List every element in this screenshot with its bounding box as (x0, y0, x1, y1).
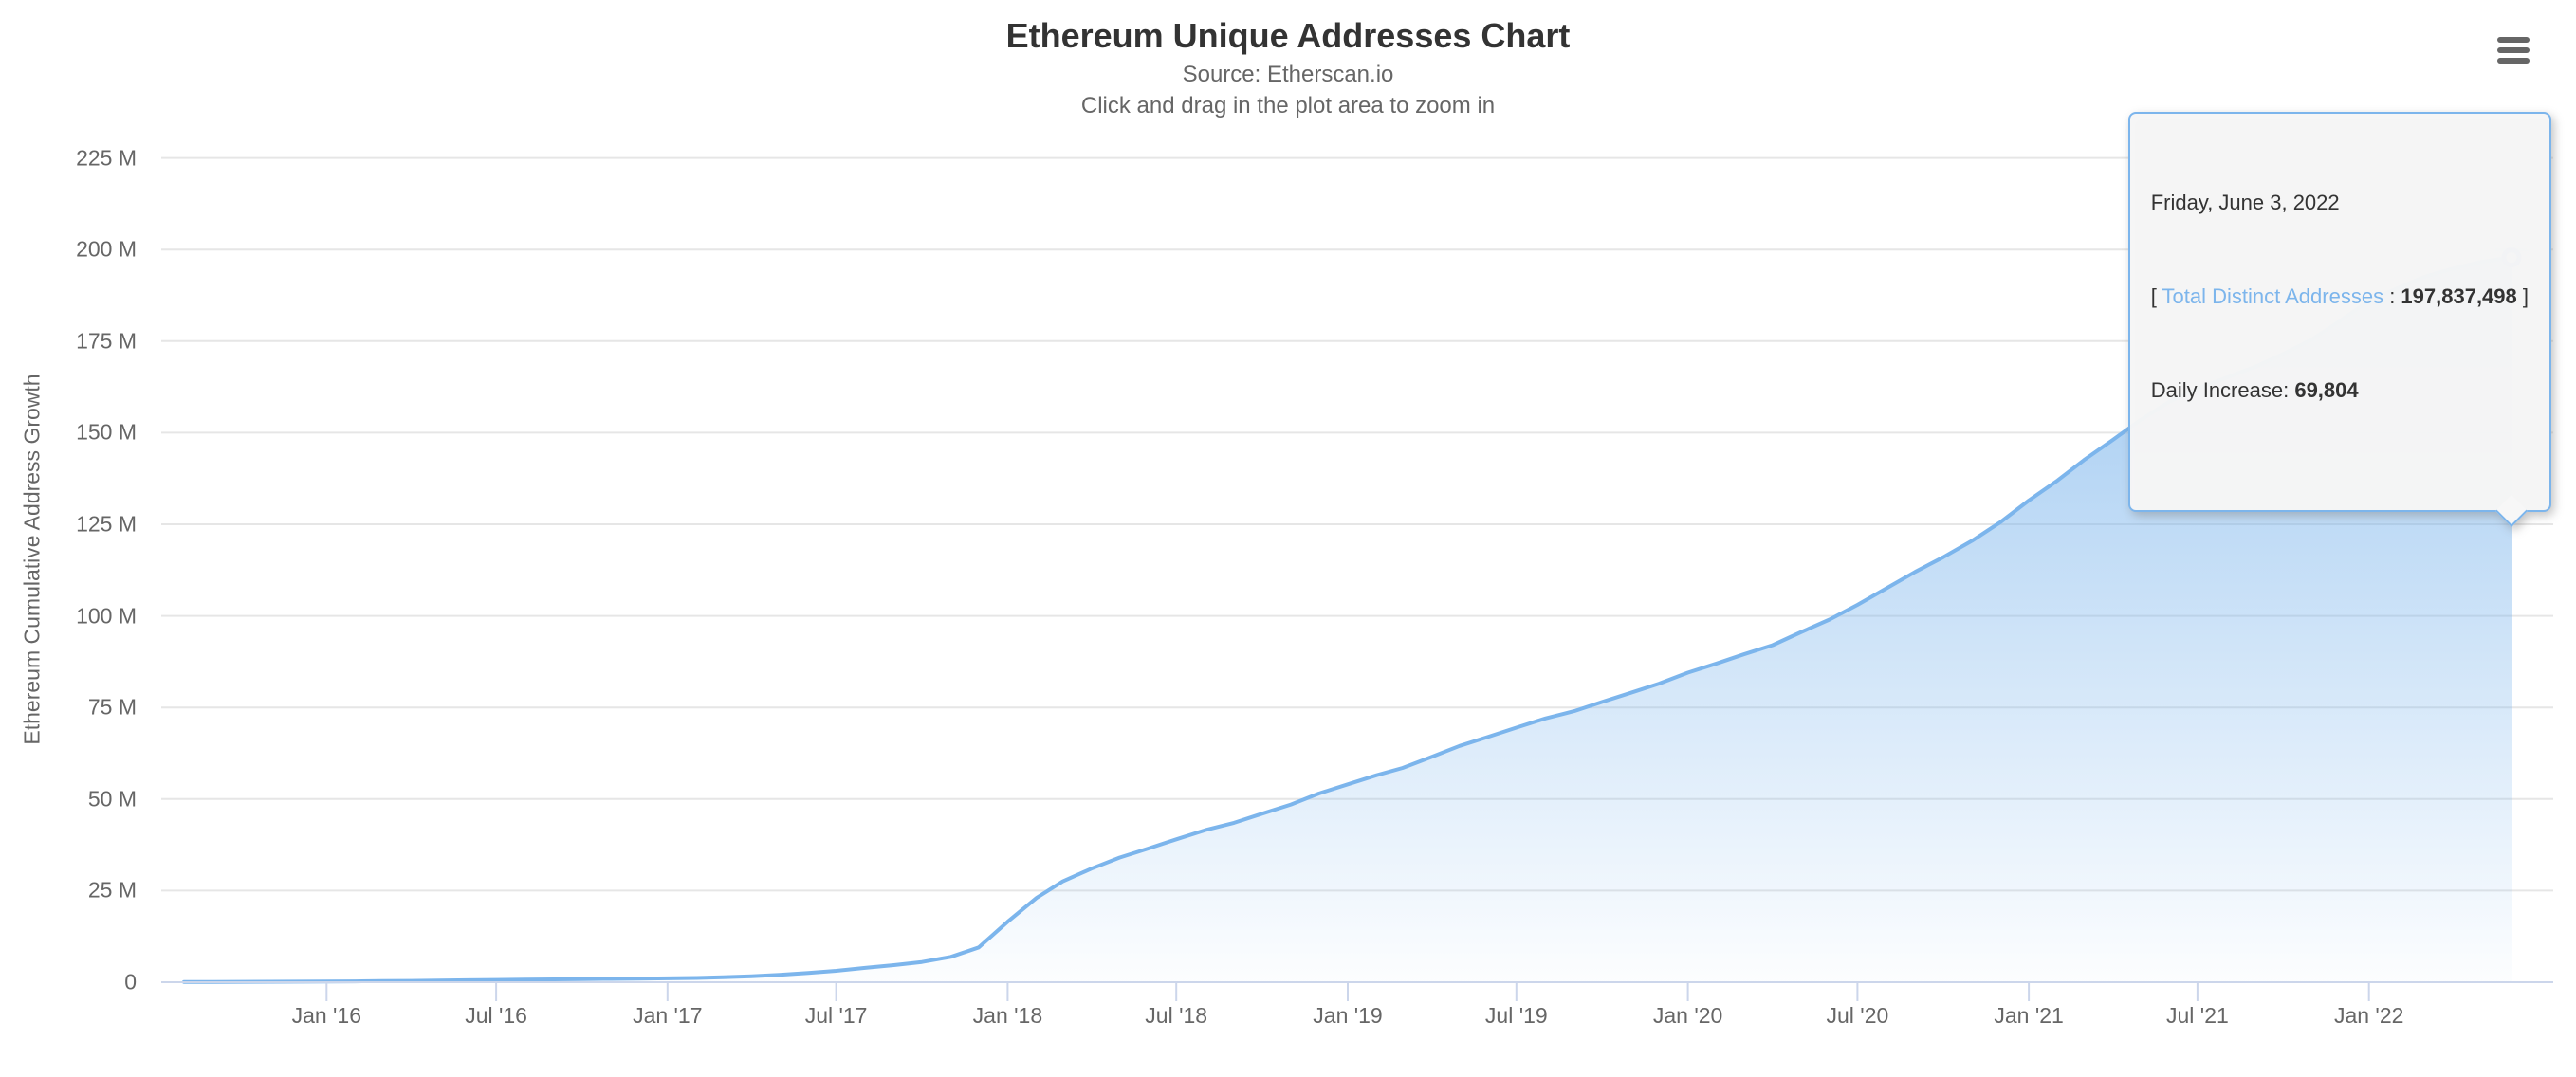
y-axis-label-0: 0 (124, 969, 137, 995)
chart-tooltip: Friday, June 3, 2022 [ Total Distinct Ad… (2127, 112, 2551, 527)
tooltip-date: Friday, June 3, 2022 (2150, 191, 2340, 214)
chart-context-menu-button[interactable] (2497, 37, 2530, 64)
tooltip-daily-value: 69,804 (2294, 378, 2359, 402)
x-axis-label-jul19: Jul '19 (1484, 1003, 1548, 1028)
y-axis-label-225m: 225 M (76, 145, 137, 171)
x-axis-label-jul18: Jul '18 (1145, 1003, 1208, 1028)
tooltip-total-value: 197,837,498 (2401, 284, 2517, 308)
x-axis-label-jan21: Jan '21 (1994, 1003, 2064, 1028)
x-axis-label-jul20: Jul '20 (1826, 1003, 1889, 1028)
area-series-fill (184, 257, 2512, 983)
y-axis-title: Ethereum Cumulative Address Growth (19, 374, 45, 745)
y-axis-label-125m: 125 M (76, 511, 137, 537)
area-series-line (182, 255, 2513, 984)
hamburger-icon (2497, 37, 2530, 64)
x-axis-label-jan19: Jan '19 (1313, 1003, 1383, 1028)
tooltip-open-bracket: [ (2150, 284, 2162, 308)
tooltip-daily-label: Daily Increase: (2150, 378, 2295, 402)
y-axis-label-150m: 150 M (76, 419, 137, 445)
x-axis-label-jul16: Jul '16 (465, 1003, 527, 1028)
y-axis-label-75m: 75 M (87, 694, 137, 720)
tooltip-close-bracket: ] (2516, 284, 2529, 308)
x-axis-label-jul21: Jul '21 (2166, 1003, 2229, 1028)
tooltip-series-label: Total Distinct Addresses (2162, 284, 2384, 308)
x-axis-label-jan17: Jan '17 (633, 1003, 703, 1028)
y-axis-label-50m: 50 M (87, 786, 137, 812)
y-axis-label-200m: 200 M (76, 236, 137, 262)
tooltip-total-line: [ Total Distinct Addresses : 197,837,498… (2151, 281, 2529, 312)
y-axis-label-25m: 25 M (87, 877, 137, 903)
x-axis-label-jan16: Jan '16 (291, 1003, 362, 1028)
x-axis-label-jan22: Jan '22 (2333, 1003, 2404, 1028)
x-axis-label-jul17: Jul '17 (804, 1003, 868, 1028)
y-axis-label-175m: 175 M (76, 328, 137, 354)
tooltip-separator: : (2383, 284, 2401, 308)
x-axis-label-jan20: Jan '20 (1652, 1003, 1723, 1028)
y-axis-label-100m: 100 M (76, 603, 137, 629)
x-axis-label-jan18: Jan '18 (972, 1003, 1043, 1028)
tooltip-daily-line: Daily Increase: 69,804 (2151, 374, 2529, 406)
